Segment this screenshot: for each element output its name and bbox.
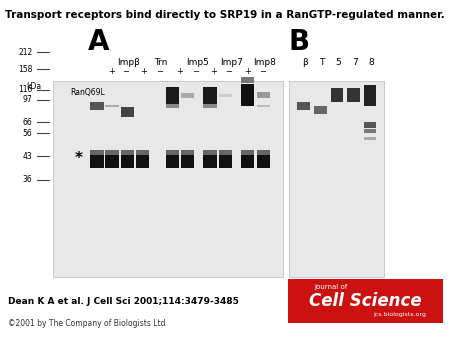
Text: +: + xyxy=(140,67,148,76)
Bar xyxy=(256,92,270,98)
Text: 7: 7 xyxy=(352,58,357,67)
Text: Imp7: Imp7 xyxy=(220,58,243,67)
Bar xyxy=(90,102,104,110)
Text: ©2001 by The Company of Biologists Ltd: ©2001 by The Company of Biologists Ltd xyxy=(8,319,166,328)
Bar xyxy=(181,149,194,154)
Bar xyxy=(256,155,270,168)
Bar xyxy=(219,155,232,168)
Text: 212: 212 xyxy=(18,48,32,57)
Text: 97: 97 xyxy=(22,95,32,104)
Bar xyxy=(364,85,376,106)
Bar xyxy=(256,105,270,107)
Text: 36: 36 xyxy=(22,175,32,184)
Text: Journal of: Journal of xyxy=(315,284,348,290)
Bar xyxy=(166,155,179,168)
Bar xyxy=(203,87,217,104)
Text: 56: 56 xyxy=(22,129,32,138)
Bar xyxy=(364,129,376,133)
Text: +: + xyxy=(210,67,217,76)
Bar xyxy=(289,81,384,277)
Text: A: A xyxy=(88,28,110,56)
Bar xyxy=(219,94,232,97)
Bar xyxy=(203,104,217,108)
Bar xyxy=(166,149,179,154)
Text: Transport receptors bind directly to SRP19 in a RanGTP-regulated manner.: Transport receptors bind directly to SRP… xyxy=(5,10,445,20)
Text: *: * xyxy=(75,151,83,166)
Text: Cell Science: Cell Science xyxy=(309,292,422,310)
Text: 116: 116 xyxy=(18,85,32,94)
Bar xyxy=(314,106,327,114)
Text: T: T xyxy=(319,58,324,67)
Bar xyxy=(105,105,119,107)
Bar xyxy=(105,149,119,154)
Text: −: − xyxy=(122,67,130,76)
Text: B: B xyxy=(289,28,310,56)
Text: Trn: Trn xyxy=(154,58,167,67)
Text: Impβ: Impβ xyxy=(117,58,140,67)
Text: +: + xyxy=(244,67,251,76)
Bar xyxy=(297,102,310,110)
Bar xyxy=(136,149,149,154)
Bar xyxy=(166,87,179,104)
Bar xyxy=(241,149,254,154)
Text: +: + xyxy=(176,67,184,76)
Text: −: − xyxy=(192,67,199,76)
Bar xyxy=(347,88,360,102)
Bar xyxy=(364,137,376,140)
Bar xyxy=(181,93,194,98)
Bar xyxy=(121,155,134,168)
Bar xyxy=(90,149,104,154)
Bar xyxy=(121,149,134,154)
Bar xyxy=(53,81,283,277)
Text: β: β xyxy=(302,58,308,67)
Bar xyxy=(219,149,232,154)
Bar xyxy=(241,77,254,83)
Text: 158: 158 xyxy=(18,65,32,74)
Bar xyxy=(181,155,194,168)
Bar xyxy=(105,155,119,168)
Bar xyxy=(166,104,179,108)
Text: 5: 5 xyxy=(336,58,341,67)
Bar xyxy=(241,155,254,168)
Text: −: − xyxy=(259,67,266,76)
Text: kDa: kDa xyxy=(26,82,41,91)
Bar xyxy=(288,279,443,323)
Bar xyxy=(203,155,217,168)
Bar xyxy=(121,107,134,117)
Text: RanQ69L: RanQ69L xyxy=(70,89,105,97)
Text: 43: 43 xyxy=(22,152,32,161)
Text: −: − xyxy=(156,67,163,76)
Bar xyxy=(256,149,270,154)
Bar xyxy=(241,84,254,106)
Text: −: − xyxy=(225,67,232,76)
Text: jcs.biologists.org: jcs.biologists.org xyxy=(374,312,426,317)
Bar xyxy=(331,88,343,102)
Text: Dean K A et al. J Cell Sci 2001;114:3479-3485: Dean K A et al. J Cell Sci 2001;114:3479… xyxy=(8,297,239,306)
Text: Imp8: Imp8 xyxy=(253,58,276,67)
Text: 66: 66 xyxy=(22,118,32,127)
Bar xyxy=(136,155,149,168)
Bar xyxy=(364,122,376,128)
Text: Imp5: Imp5 xyxy=(187,58,209,67)
Text: +: + xyxy=(108,67,115,76)
Bar xyxy=(90,155,104,168)
Bar xyxy=(203,149,217,154)
Text: 8: 8 xyxy=(369,58,374,67)
